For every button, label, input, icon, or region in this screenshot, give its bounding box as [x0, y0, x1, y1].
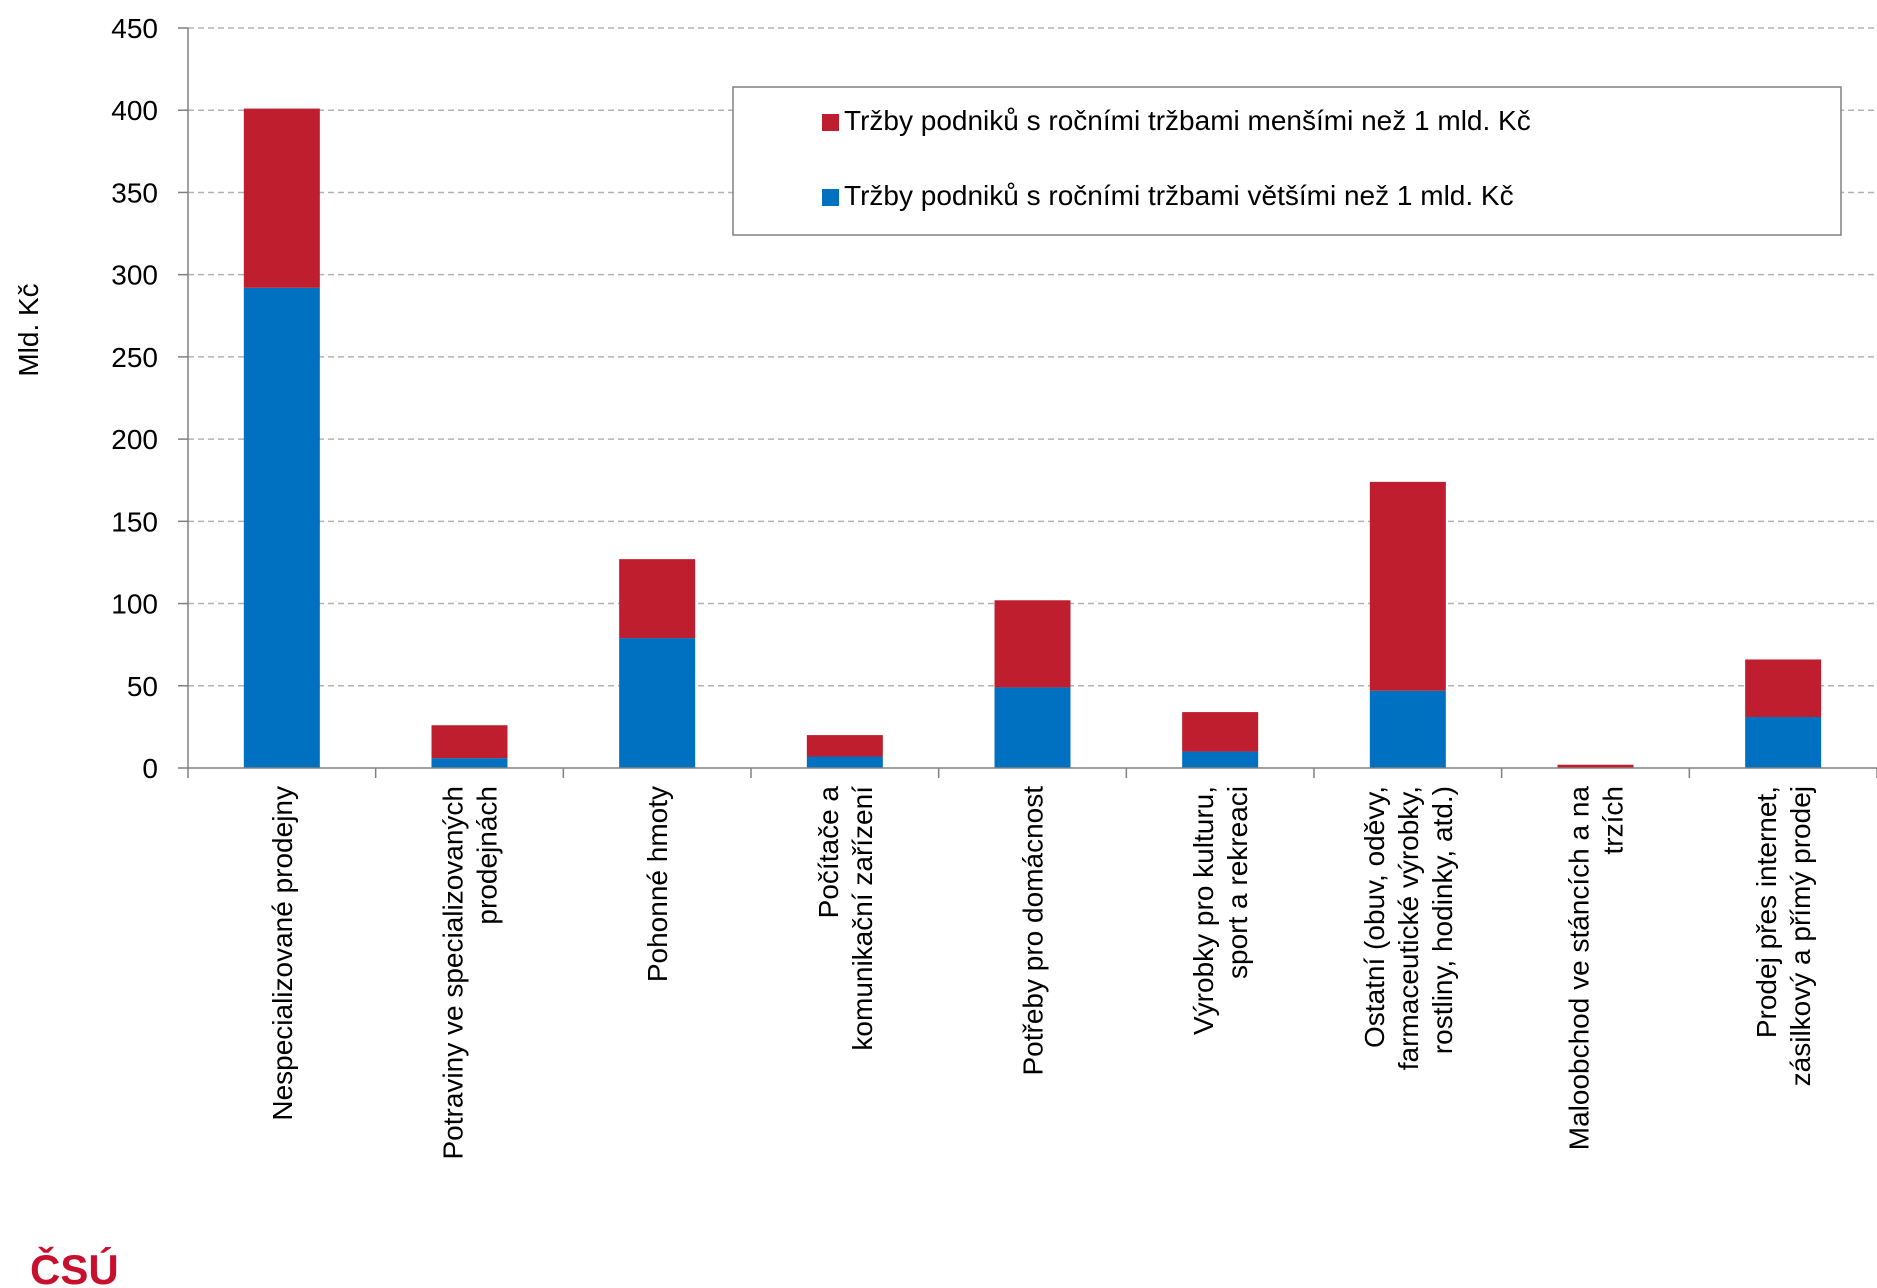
bar-series1-cat0 — [243, 108, 320, 288]
x-category-labels: Nespecializované prodejny Potraviny ve sp… — [267, 786, 1816, 1160]
bar-series1-cat8 — [1745, 659, 1822, 718]
bar-series1-cat3 — [806, 735, 883, 757]
y-tick-label: 0 — [142, 753, 158, 784]
category-label-line: sport a rekreaci — [1222, 786, 1253, 979]
category-label-line: Nespecializované prodejny — [267, 786, 298, 1121]
y-tick-label: 400 — [111, 95, 158, 126]
bar-series1-cat7 — [1557, 764, 1634, 768]
legend: Tržby podniků s ročními tržbami menšími … — [732, 86, 1842, 236]
category-label-line: Potřeby pro domácnost — [1018, 786, 1049, 1076]
bar-series1-cat6 — [1369, 481, 1446, 691]
bar-series0-cat6 — [1369, 690, 1446, 768]
legend-swatch-0 — [822, 189, 839, 206]
category-label-line: Prodej přes internet, — [1751, 786, 1782, 1038]
category-label-2: Pohonné hmoty — [642, 786, 673, 982]
bars — [243, 108, 1822, 768]
category-label-3: Počítače a komunikační zařízení — [813, 786, 878, 1051]
csu-logo: ČSÚ — [30, 1245, 119, 1288]
bar-series1-cat1 — [431, 725, 508, 759]
legend-box — [732, 86, 1842, 236]
y-tick-label: 250 — [111, 342, 158, 373]
y-tick-label: 300 — [111, 260, 158, 291]
bar-series0-cat5 — [1182, 751, 1259, 768]
category-label-0: Nespecializované prodejny — [267, 786, 298, 1121]
y-tick-label: 100 — [111, 589, 158, 620]
legend-swatch-1 — [822, 114, 839, 131]
y-tick-label: 450 — [111, 13, 158, 44]
category-label-7: Maloobchod ve stáncích a na trzích — [1564, 786, 1629, 1151]
y-tick-label: 150 — [111, 506, 158, 537]
category-label-1: Potraviny ve specializovaných prodejnách — [438, 786, 503, 1160]
category-label-line: trzích — [1598, 786, 1629, 854]
y-tick-label: 50 — [127, 671, 158, 702]
bar-series0-cat2 — [619, 638, 696, 768]
category-label-8: Prodej přes internet, zásilkový a přímý p… — [1751, 786, 1816, 1086]
category-label-line: rostliny, hodinky, atd.) — [1427, 786, 1458, 1054]
category-label-line: zásilkový a přímý prodej — [1785, 786, 1816, 1086]
category-label-line: Počítače a — [813, 786, 844, 919]
category-label-line: Maloobchod ve stáncích a na — [1564, 786, 1595, 1151]
bar-series0-cat1 — [431, 758, 508, 768]
y-axis-title: Mld. Kč — [13, 283, 44, 376]
category-label-5: Výrobky pro kulturu, sport a rekreaci — [1188, 786, 1253, 1035]
category-label-line: Ostatní (obuv, oděvy, — [1359, 786, 1390, 1048]
y-tick-label: 350 — [111, 177, 158, 208]
bar-series1-cat5 — [1182, 712, 1259, 752]
category-label-line: farmaceutické výrobky, — [1393, 786, 1424, 1070]
bar-series0-cat0 — [243, 287, 320, 768]
category-label-4: Potřeby pro domácnost — [1018, 786, 1049, 1076]
legend-label-0: Tržby podniků s ročními tržbami většími … — [844, 180, 1514, 211]
category-label-line: komunikační zařízení — [847, 786, 878, 1051]
y-tick-labels: 0 50 100 150 200 250 300 350 400 450 — [111, 13, 158, 784]
bar-series0-cat3 — [806, 756, 883, 768]
legend-label-1: Tržby podniků s ročními tržbami menšími … — [844, 105, 1531, 136]
category-label-6: Ostatní (obuv, oděvy, farmaceutické výrob… — [1359, 786, 1458, 1070]
y-tick-label: 200 — [111, 424, 158, 455]
bar-series0-cat4 — [994, 687, 1071, 768]
category-label-line: Pohonné hmoty — [642, 786, 673, 982]
bar-series1-cat2 — [619, 559, 696, 639]
category-label-line: prodejnách — [472, 786, 503, 925]
axes — [178, 27, 1877, 778]
bar-series1-cat4 — [994, 600, 1071, 688]
bar-series0-cat8 — [1745, 717, 1822, 768]
category-label-line: Výrobky pro kulturu, — [1188, 786, 1219, 1035]
category-label-line: Potraviny ve specializovaných — [438, 786, 469, 1160]
